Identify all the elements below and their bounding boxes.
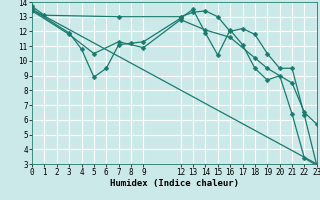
X-axis label: Humidex (Indice chaleur): Humidex (Indice chaleur) xyxy=(110,179,239,188)
